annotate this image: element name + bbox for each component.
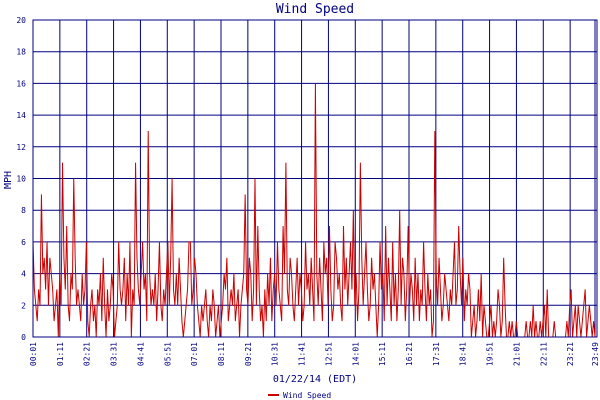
x-tick-label: 23:21 (566, 342, 575, 366)
x-tick-label: 12:51 (324, 342, 333, 366)
y-tick-label: 0 (21, 333, 26, 342)
x-tick-label: 22:11 (539, 342, 548, 366)
series-wind-speed (32, 83, 596, 338)
y-tick-label: 18 (16, 48, 26, 57)
y-tick-label: 16 (16, 79, 26, 88)
x-tick-label: 21:01 (512, 342, 521, 366)
x-axis-ticks: 00:01 01:11 02:21 03:31 04:41 05:51 07:01 08:11… (29, 342, 600, 366)
y-tick-label: 12 (16, 143, 26, 152)
legend: Wind Speed (268, 391, 331, 400)
x-tick-label: 00:01 (29, 342, 38, 366)
x-tick-label: 11:41 (298, 342, 307, 366)
y-tick-label: 14 (16, 111, 26, 120)
x-tick-label: 02:21 (83, 342, 92, 366)
y-tick-label: 4 (21, 270, 26, 279)
y-axis-ticks: 0 2 4 6 8 10 12 14 16 18 20 (16, 16, 26, 342)
legend-label: Wind Speed (283, 391, 331, 400)
y-axis-label: MPH (3, 171, 14, 189)
x-tick-label: 03:31 (110, 342, 119, 366)
y-tick-label: 8 (21, 206, 26, 215)
x-tick-label: 23:49 (591, 342, 600, 366)
chart-title: Wind Speed (276, 2, 354, 17)
y-tick-label: 2 (21, 301, 26, 310)
x-tick-label: 04:41 (136, 342, 145, 366)
x-tick-label: 07:01 (190, 342, 199, 366)
x-tick-label: 18:41 (459, 342, 468, 366)
x-tick-label: 15:11 (378, 342, 387, 366)
y-tick-label: 6 (21, 238, 26, 247)
x-tick-label: 01:11 (56, 342, 65, 366)
y-tick-label: 20 (16, 16, 26, 25)
x-axis-label: 01/22/14 (EDT) (273, 374, 357, 385)
x-tick-label: 10:31 (271, 342, 280, 366)
plot-area-frame (32, 19, 598, 338)
series-line-wind-speed (32, 83, 596, 338)
x-tick-label: 19:51 (486, 342, 495, 366)
x-tick-label: 09:21 (244, 342, 253, 366)
x-tick-label: 17:31 (432, 342, 441, 366)
x-tick-label: 05:51 (163, 342, 172, 366)
y-tick-label: 10 (16, 175, 26, 184)
x-tick-label: 08:11 (217, 342, 226, 366)
x-tick-label: 16:21 (405, 342, 414, 366)
x-tick-label: 14:01 (351, 342, 360, 366)
